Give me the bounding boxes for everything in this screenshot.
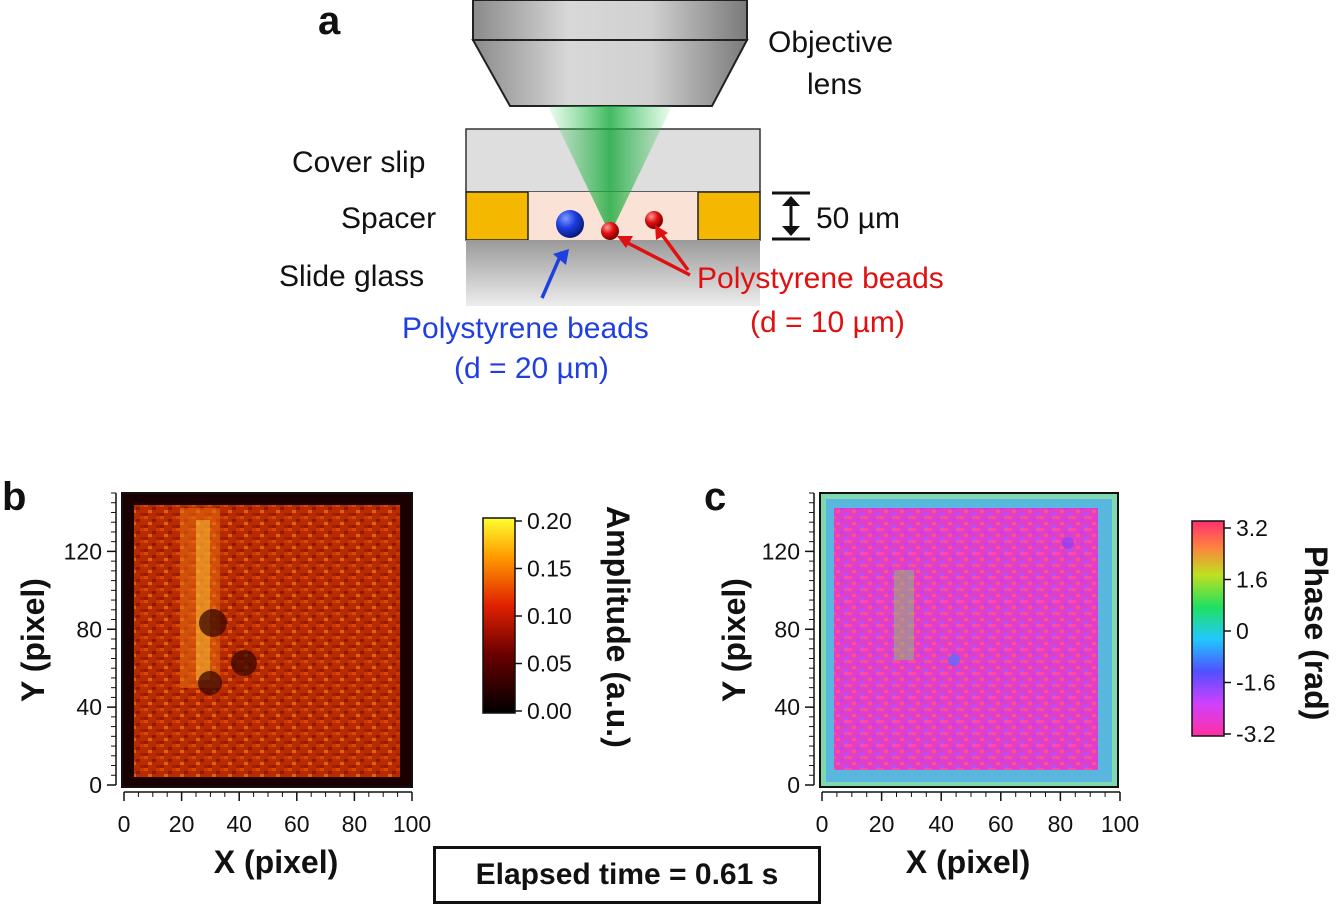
b-x-tick-label: 100	[393, 811, 431, 837]
b-y-tick-label: 80	[76, 616, 102, 642]
cover-slip-label: Cover slip	[292, 146, 425, 179]
c-x-tick-label: 0	[816, 811, 829, 837]
panel-c-letter: c	[704, 475, 726, 519]
panel-b-xlabel: X (pixel)	[214, 844, 338, 880]
amplitude-colorbar	[482, 517, 516, 714]
c-y-tick-label: 0	[787, 772, 800, 798]
c-y-tick-label: 80	[774, 616, 800, 642]
b-y-tick-label: 0	[89, 772, 102, 798]
panel-a-letter: a	[318, 0, 341, 43]
amplitude-colorbar-ticks: 0.20 0.15 0.10 0.05 0.00	[515, 508, 572, 724]
phase-map	[819, 492, 1119, 788]
b-y-tick-label: 40	[76, 694, 102, 720]
beads-10-line2: (d = 10 µm)	[750, 306, 905, 339]
c-x-tick-label: 40	[928, 811, 954, 837]
phase-colorbar	[1191, 520, 1225, 737]
b-x-tick-label: 80	[342, 811, 368, 837]
objective-label-line2: lens	[807, 68, 862, 101]
panel-c-ylabel: Y (pixel)	[716, 578, 752, 702]
arrow-20um-icon	[540, 249, 569, 299]
panel-b-letter: b	[2, 475, 26, 519]
panel-c-xlabel: X (pixel)	[906, 844, 1030, 880]
panel-b-ylabel: Y (pixel)	[15, 578, 51, 702]
phase-colorbar-tick-label: -3.2	[1236, 721, 1276, 747]
b-x-tick-label: 40	[226, 811, 252, 837]
objective-lens-icon	[471, 0, 749, 107]
c-y-tick-label: 40	[774, 694, 800, 720]
spacer-left	[465, 191, 529, 241]
amplitude-colorbar-tick-label: 0.20	[527, 508, 572, 534]
b-y-tick-label: 120	[64, 538, 102, 564]
bead-10um-2	[645, 211, 663, 229]
phase-colorbar-tick-label: -1.6	[1236, 670, 1276, 696]
phase-colorbar-tick-label: 0	[1236, 618, 1249, 644]
b-x-tick-label: 20	[169, 811, 195, 837]
axes-c: 0 20 40 60 80 100 0 40 80 120	[762, 492, 1139, 837]
phase-colorbar-ticks: 3.2 1.6 0 -1.6 -3.2	[1224, 515, 1276, 747]
c-x-tick-label: 80	[1048, 811, 1074, 837]
c-x-tick-label: 20	[869, 811, 895, 837]
spacer-right	[697, 191, 761, 241]
thickness-label: 50 µm	[816, 202, 900, 235]
spacer-label: Spacer	[341, 202, 436, 235]
phase-colorbar-label: Phase (rad)	[1298, 546, 1334, 720]
amplitude-colorbar-tick-label: 0.00	[527, 698, 572, 724]
c-y-tick-label: 120	[762, 538, 800, 564]
bead-20um	[556, 210, 584, 238]
beads-20-line2: (d = 20 µm)	[454, 352, 609, 385]
amplitude-colorbar-label: Amplitude (a.u.)	[600, 506, 636, 748]
amplitude-colorbar-tick-label: 0.10	[527, 603, 572, 629]
c-x-tick-label: 100	[1101, 811, 1139, 837]
beads-20-line1: Polystyrene beads	[402, 312, 649, 345]
elapsed-time-label: Elapsed time = 0.61 s	[475, 858, 779, 891]
slide-glass	[466, 240, 760, 306]
axes-b: 0 20 40 60 80 100 0 40 80 120	[64, 492, 431, 837]
bead-10um-1	[601, 222, 619, 240]
objective-label-line1: Objective	[768, 26, 893, 59]
arrow-10um-icon	[617, 225, 691, 277]
beads-10-line1: Polystyrene beads	[697, 262, 944, 295]
slide-glass-label: Slide glass	[279, 260, 424, 293]
b-x-tick-label: 0	[118, 811, 131, 837]
phase-colorbar-tick-label: 1.6	[1236, 567, 1268, 593]
phase-colorbar-tick-label: 3.2	[1236, 515, 1268, 541]
c-x-tick-label: 60	[988, 811, 1014, 837]
amplitude-map	[121, 492, 413, 788]
amplitude-colorbar-tick-label: 0.05	[527, 651, 572, 677]
laser-beam	[548, 106, 672, 226]
b-x-tick-label: 60	[284, 811, 310, 837]
thickness-arrow-icon	[772, 191, 810, 241]
amplitude-colorbar-tick-label: 0.15	[527, 556, 572, 582]
elapsed-time-box: Elapsed time = 0.61 s	[433, 846, 821, 904]
